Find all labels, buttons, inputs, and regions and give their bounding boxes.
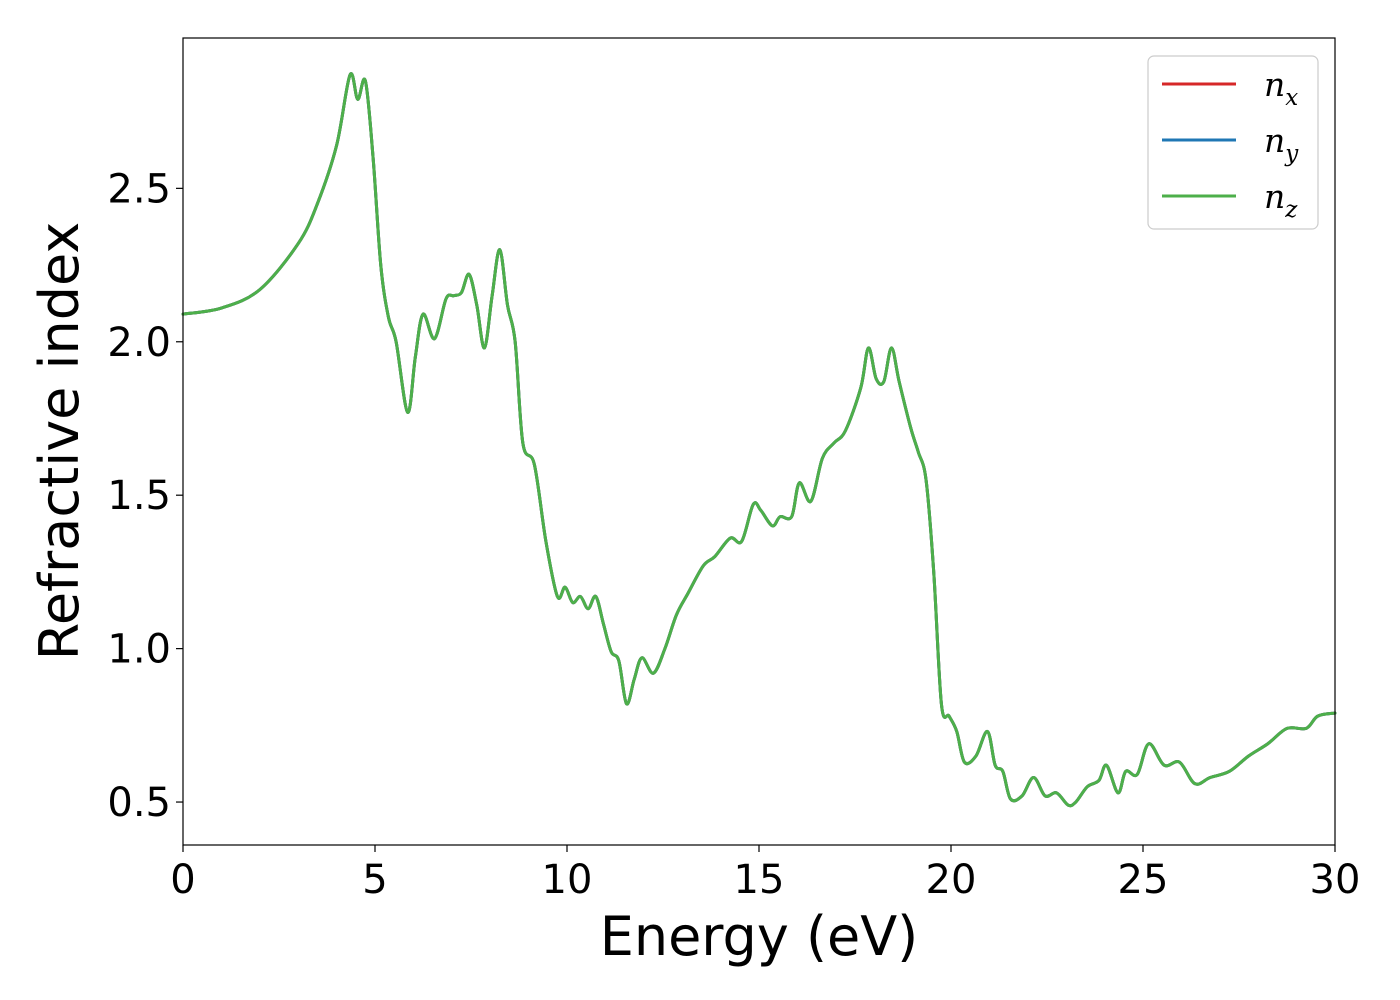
y-tick-label: 0.5 xyxy=(107,780,171,826)
y-tick-label: 2.0 xyxy=(107,320,171,366)
x-axis: 0 5 10 15 20 25 30 xyxy=(170,845,1360,903)
x-tick-label: 5 xyxy=(362,857,387,903)
legend-label-subscript: z xyxy=(1284,197,1298,223)
y-axis: 0.5 1.0 1.5 2.0 2.5 xyxy=(107,166,183,826)
series-line-n-z xyxy=(181,72,1337,808)
x-tick-label: 15 xyxy=(734,857,785,903)
y-axis-title: Refractive index xyxy=(28,222,91,661)
x-tick-label: 20 xyxy=(926,857,977,903)
legend-label-subscript: y xyxy=(1284,141,1299,167)
x-axis-title: Energy (eV) xyxy=(600,905,919,968)
series-layer xyxy=(181,72,1337,808)
x-tick-label: 0 xyxy=(170,857,195,903)
y-tick-label: 1.0 xyxy=(107,627,171,673)
y-tick-label: 1.5 xyxy=(107,473,171,519)
x-tick-label: 30 xyxy=(1310,857,1361,903)
legend-box xyxy=(1147,55,1319,230)
legend-label-subscript: x xyxy=(1285,85,1298,111)
x-tick-label: 25 xyxy=(1118,857,1169,903)
x-tick-label: 10 xyxy=(542,857,593,903)
y-tick-label: 2.5 xyxy=(107,166,171,212)
